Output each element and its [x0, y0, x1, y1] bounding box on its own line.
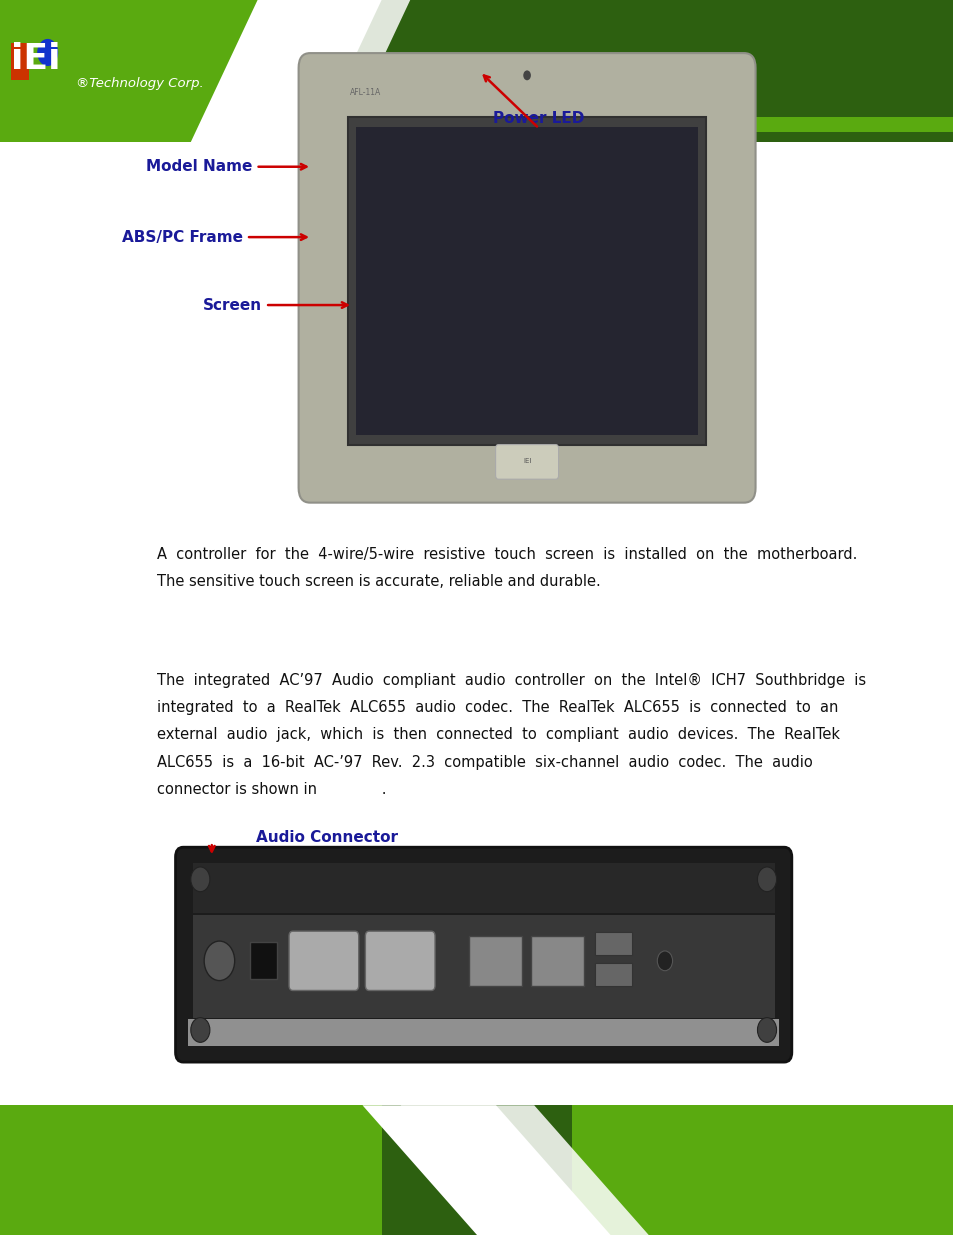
FancyBboxPatch shape [175, 847, 791, 1062]
Text: IEI: IEI [522, 458, 531, 463]
Bar [11, 43, 29, 80]
Polygon shape [400, 1105, 648, 1235]
Text: ®Technology Corp.: ®Technology Corp. [76, 77, 204, 90]
Text: The sensitive touch screen is accurate, reliable and durable.: The sensitive touch screen is accurate, … [157, 574, 600, 589]
Bar [5, 5, 143, 132]
Bar [531, 936, 583, 986]
Circle shape [757, 867, 776, 892]
Polygon shape [362, 1105, 610, 1235]
Text: external  audio  jack,  which  is  then  connected  to  compliant  audio  device: external audio jack, which is then conne… [157, 727, 840, 742]
FancyBboxPatch shape [496, 445, 558, 479]
Circle shape [37, 38, 58, 65]
Circle shape [657, 951, 672, 971]
Text: Power LED: Power LED [493, 111, 584, 126]
Bar [355, 127, 698, 435]
Bar [0, 0, 305, 142]
Circle shape [757, 1018, 776, 1042]
Text: integrated  to  a  RealTek  ALC655  audio  codec.  The  RealTek  ALC655  is  con: integrated to a RealTek ALC655 audio cod… [157, 700, 838, 715]
Circle shape [191, 1018, 210, 1042]
Bar [469, 936, 521, 986]
Bar [193, 863, 774, 913]
Bar [188, 1019, 779, 1046]
Text: connector is shown in              .: connector is shown in . [157, 782, 387, 797]
Bar [0, 142, 953, 1105]
Text: Audio Connector: Audio Connector [255, 830, 397, 845]
Bar [348, 117, 705, 445]
Text: iEi: iEi [11, 42, 61, 75]
Circle shape [522, 70, 530, 80]
FancyBboxPatch shape [365, 931, 435, 990]
Bar [250, 942, 276, 979]
Bar [595, 963, 631, 986]
Bar [0, 1105, 953, 1235]
Circle shape [191, 867, 210, 892]
Circle shape [204, 941, 234, 981]
Bar [0, 117, 953, 132]
Text: Screen: Screen [203, 298, 262, 312]
Text: The  integrated  AC’97  Audio  compliant  audio  controller  on  the  Intel®  IC: The integrated AC’97 Audio compliant aud… [157, 673, 865, 688]
Text: AFL-11A: AFL-11A [350, 88, 381, 98]
Polygon shape [219, 0, 410, 142]
Text: A  controller  for  the  4-wire/5-wire  resistive  touch  screen  is  installed : A controller for the 4-wire/5-wire resis… [157, 547, 857, 562]
Bar [0, 1105, 381, 1235]
Bar [193, 915, 774, 1018]
Text: ALC655  is  a  16-bit  AC-’97  Rev.  2.3  compatible  six-channel  audio  codec.: ALC655 is a 16-bit AC-’97 Rev. 2.3 compa… [157, 755, 812, 769]
FancyBboxPatch shape [298, 53, 755, 503]
FancyBboxPatch shape [289, 931, 358, 990]
Text: Model Name: Model Name [146, 159, 253, 174]
Text: ABS/PC Frame: ABS/PC Frame [122, 230, 243, 245]
Bar [572, 1105, 953, 1235]
Bar [0, 0, 953, 142]
Bar [595, 932, 631, 955]
Polygon shape [191, 0, 381, 142]
